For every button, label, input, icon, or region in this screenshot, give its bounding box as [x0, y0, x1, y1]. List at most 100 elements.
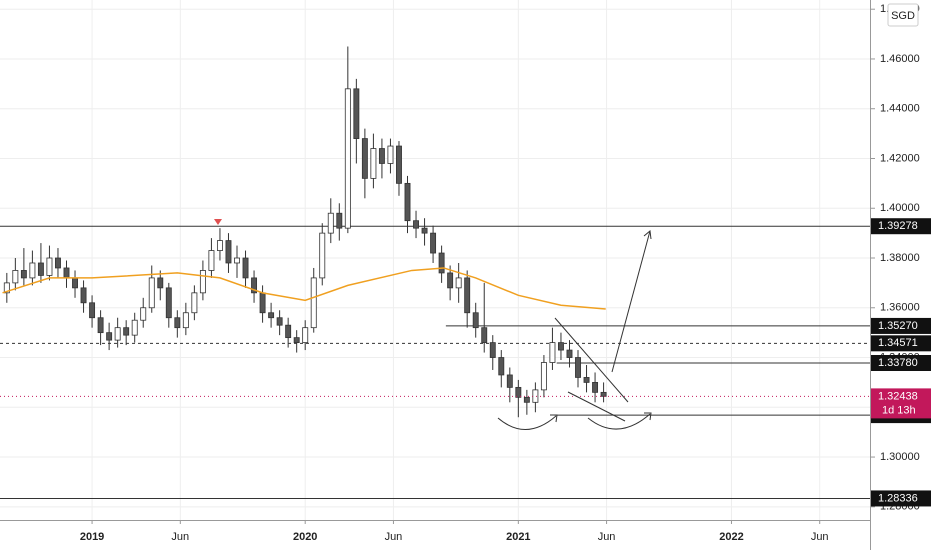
x-tick-label: Jun	[811, 531, 829, 543]
candle-body	[566, 349, 573, 358]
candle-body	[191, 292, 198, 314]
candle-body	[242, 257, 249, 279]
currency: SGD	[891, 10, 915, 22]
candle-body	[575, 357, 581, 378]
candle-body	[3, 282, 10, 294]
candle-body	[404, 182, 411, 222]
candle-body	[532, 389, 539, 403]
candle-body	[251, 277, 258, 294]
candle-body	[20, 270, 27, 279]
level-label-box	[871, 335, 931, 352]
candle-body	[259, 292, 266, 314]
trend-line	[554, 317, 629, 403]
candle-body	[378, 148, 385, 164]
candle-body	[319, 232, 326, 279]
candle-body	[600, 391, 607, 397]
candle-body	[558, 342, 564, 351]
candle-body	[114, 327, 121, 341]
x-tick-label: 2022	[719, 531, 743, 543]
candle-body	[293, 337, 300, 344]
candle-body	[268, 312, 275, 319]
candle-body	[336, 212, 343, 229]
candle-body	[72, 277, 78, 289]
candle-body	[481, 327, 488, 344]
candle-body	[131, 319, 138, 336]
level-label-box	[871, 490, 931, 507]
time-axis	[0, 520, 870, 550]
candle-body	[464, 277, 471, 314]
candle-body	[106, 332, 113, 341]
grid	[0, 0, 870, 520]
candle-body	[55, 257, 61, 269]
candle-body	[540, 362, 547, 391]
y-tick-label: 1.44000	[880, 103, 920, 115]
candle-body	[199, 270, 206, 294]
levels	[0, 225, 870, 499]
arrow	[611, 230, 651, 373]
candle-body	[361, 138, 368, 179]
y-tick-label: 1.42000	[880, 152, 920, 164]
moving-average	[2, 267, 606, 310]
candle-body	[29, 262, 36, 279]
candle-body	[549, 342, 556, 363]
candle-body	[63, 267, 70, 279]
candle-body	[174, 317, 181, 329]
drawings	[214, 219, 652, 430]
arc-head	[644, 412, 652, 421]
level-label: 1.35270	[878, 320, 918, 332]
y-tick-label: 1.36000	[880, 302, 920, 314]
last-price-label: 1.32438	[878, 390, 918, 402]
candle-body	[387, 145, 394, 164]
candle-body	[447, 272, 454, 289]
level-label-box	[871, 355, 931, 372]
candle-body	[370, 148, 377, 179]
candle-body	[438, 252, 445, 274]
candle-body	[421, 227, 428, 234]
x-tick-label: Jun	[171, 531, 189, 543]
candle-body	[285, 324, 292, 339]
level-label: 1.39278	[878, 220, 918, 232]
candle-body	[12, 270, 19, 284]
arc	[497, 415, 557, 430]
x-tick-label: Jun	[598, 531, 616, 543]
arc-head	[550, 414, 558, 423]
y-tick-label: 1.46000	[880, 53, 920, 65]
countdown: 1d 13h	[882, 404, 916, 416]
plot	[0, 46, 870, 418]
candle-body	[413, 220, 419, 229]
candle-body	[216, 240, 223, 251]
y-tick-label: 1.40000	[880, 202, 920, 214]
candle-body	[123, 327, 130, 336]
candle-body	[592, 382, 599, 393]
x-tick-label: 2021	[506, 531, 530, 543]
level-label-box	[871, 218, 931, 235]
x-tick-label: 2020	[293, 531, 317, 543]
trend-line	[567, 391, 626, 422]
marker	[214, 219, 222, 225]
candle-body	[506, 374, 513, 388]
candle-body	[523, 396, 530, 403]
candle-body	[165, 287, 172, 319]
candle-body	[140, 307, 147, 321]
x-tick-label: 2019	[80, 531, 104, 543]
arrow-head	[643, 230, 652, 240]
candle-body	[46, 257, 53, 276]
y-tick-label: 1.38000	[880, 252, 920, 264]
level-label: 1.34571	[878, 337, 918, 349]
candle-body	[97, 317, 104, 334]
level-label-box	[871, 317, 931, 334]
level-label: 1.28336	[878, 492, 918, 504]
candle-body	[276, 317, 283, 326]
last-price-box	[871, 388, 931, 419]
candle-body	[515, 386, 522, 398]
candle-body	[489, 342, 496, 358]
candle-body	[302, 327, 309, 344]
candle-body	[225, 240, 232, 264]
y-tick-label: 1.30000	[880, 451, 920, 463]
candle-body	[208, 250, 215, 271]
candle-body	[310, 277, 317, 329]
candle-body	[157, 277, 164, 289]
candle-body	[472, 312, 479, 329]
x-tick-label: Jun	[385, 531, 403, 543]
